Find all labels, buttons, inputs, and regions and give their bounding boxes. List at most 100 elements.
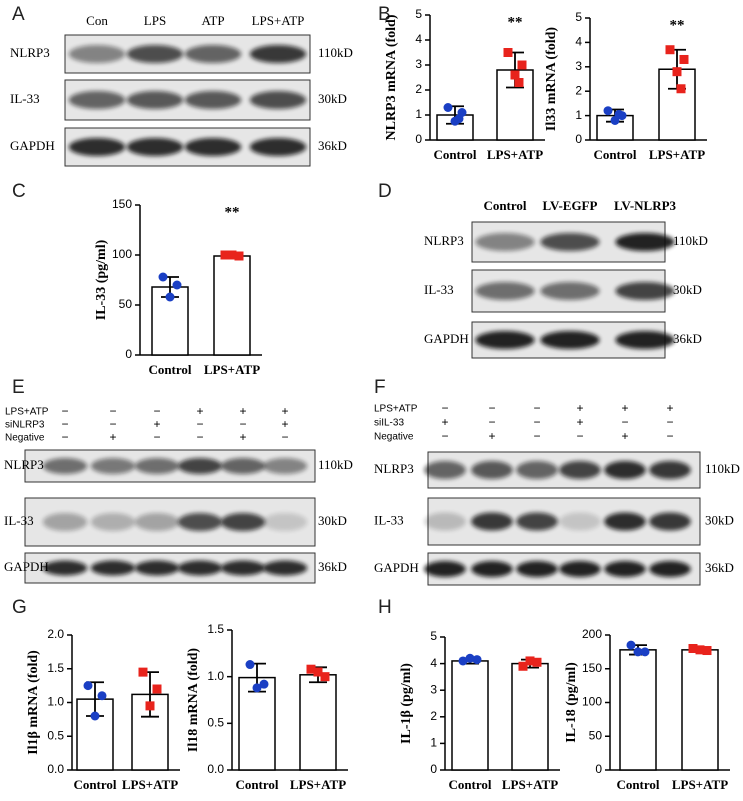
data-point — [220, 250, 230, 260]
protein-label: GAPDH — [374, 560, 419, 575]
treatment-mark: + — [153, 417, 160, 431]
data-point — [665, 45, 675, 55]
blot-band — [475, 331, 535, 349]
data-point — [525, 656, 535, 666]
protein-label: GAPDH — [4, 559, 49, 574]
bar — [619, 649, 657, 771]
y-tick-label: 0 — [595, 762, 602, 776]
treatment-mark: − — [61, 430, 68, 444]
data-point — [688, 644, 698, 653]
y-axis-label: Il33 mRNA (fold) — [544, 27, 559, 132]
lane-label: ATP — [201, 13, 224, 28]
protein-label: IL-33 — [10, 91, 40, 106]
data-point — [227, 250, 237, 260]
blot-band — [126, 45, 184, 63]
blot-band — [184, 138, 242, 156]
y-tick-label: 4 — [575, 35, 582, 49]
data-point — [138, 667, 148, 677]
y-tick-label: 0 — [575, 132, 582, 146]
x-tick-label: LPS+ATP — [649, 147, 705, 162]
treatment-mark: − — [576, 429, 583, 443]
size-label: 110kD — [318, 45, 353, 60]
blot-band — [516, 512, 558, 531]
blot-band — [516, 561, 558, 577]
data-point — [245, 660, 255, 670]
lane-label: LPS+ATP — [252, 13, 305, 28]
blot-band — [126, 138, 184, 156]
blot-band — [424, 461, 466, 479]
treatment-mark: + — [621, 401, 628, 415]
y-tick-label: 2 — [415, 82, 422, 96]
blot-band — [604, 561, 646, 577]
data-point — [626, 640, 636, 650]
data-point — [633, 647, 643, 657]
treatment-label: Negative — [374, 432, 414, 443]
blot-band — [559, 561, 601, 577]
x-tick-label: LPS+ATP — [672, 777, 728, 792]
blot-band — [42, 458, 88, 474]
treatment-mark: + — [576, 415, 583, 429]
bar — [658, 68, 696, 141]
data-point — [514, 78, 524, 87]
y-tick-label: 2 — [430, 709, 437, 723]
blot-band — [42, 513, 88, 531]
treatment-mark: − — [621, 415, 628, 429]
data-point — [472, 655, 482, 665]
x-tick-label: LPS+ATP — [290, 777, 346, 792]
y-tick-label: 1.0 — [207, 669, 224, 683]
blot-band — [220, 458, 266, 474]
y-tick-label: 3 — [430, 682, 437, 696]
blot-band — [90, 458, 136, 474]
size-label: 110kD — [318, 457, 353, 472]
blot-band — [559, 461, 601, 479]
treatment-label: siIL-33 — [374, 418, 404, 429]
y-tick-label: 50 — [119, 297, 133, 311]
blot-band — [249, 91, 307, 109]
y-tick-label: 1.5 — [207, 622, 224, 636]
y-tick-label: 0.5 — [207, 716, 224, 730]
y-tick-label: 2.0 — [47, 627, 64, 641]
treatment-mark: + — [576, 401, 583, 415]
blot-band — [68, 138, 126, 156]
protein-label: NLRP3 — [4, 457, 44, 472]
treatment-mark: − — [488, 401, 495, 415]
lane-label: LPS — [144, 13, 166, 28]
x-tick-label: Control — [593, 147, 636, 162]
treatment-mark: + — [281, 417, 288, 431]
x-tick-label: Control — [616, 777, 659, 792]
blot-band — [220, 560, 266, 576]
protein-label: GAPDH — [424, 331, 469, 346]
data-point — [443, 103, 453, 112]
blot-band — [68, 45, 126, 63]
size-label: 110kD — [673, 233, 708, 248]
protein-label: IL-33 — [4, 513, 34, 528]
data-point — [158, 272, 168, 282]
panel-letter: E — [12, 377, 25, 398]
data-point — [259, 679, 269, 689]
size-label: 110kD — [705, 461, 740, 476]
y-tick-label: 1.0 — [47, 695, 64, 709]
blot-band — [649, 512, 691, 531]
protein-label: NLRP3 — [424, 233, 464, 248]
protein-label: NLRP3 — [10, 45, 50, 60]
y-tick-label: 4 — [415, 32, 422, 46]
y-axis-label: IL-1β (pg/ml) — [399, 663, 414, 744]
y-axis-label: Il18 mRNA (fold) — [186, 648, 201, 753]
treatment-mark: + — [621, 429, 628, 443]
blot-band — [649, 561, 691, 577]
treatment-mark: + — [666, 401, 673, 415]
blot-band — [262, 513, 308, 531]
y-tick-label: 5 — [575, 10, 582, 24]
y-tick-label: 3 — [575, 59, 582, 73]
x-tick-label: Control — [433, 147, 476, 162]
blot-band — [177, 458, 223, 474]
treatment-mark: + — [239, 430, 246, 444]
data-point — [83, 681, 93, 691]
data-point — [614, 109, 624, 119]
y-tick-label: 200 — [582, 627, 602, 641]
treatment-mark: − — [441, 401, 448, 415]
treatment-mark: − — [239, 417, 246, 431]
treatment-label: Negative — [5, 433, 45, 444]
y-tick-label: 5 — [415, 7, 422, 21]
